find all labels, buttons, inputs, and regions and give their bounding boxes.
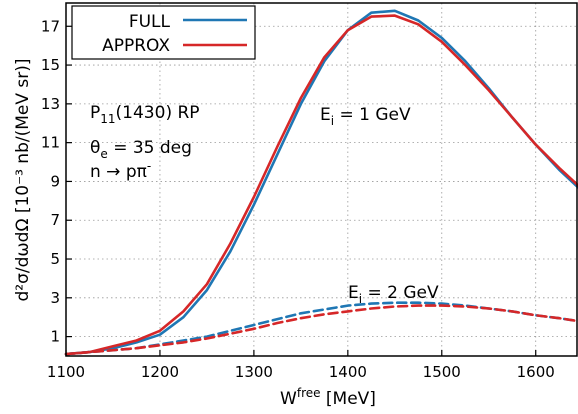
y-tick-label: 17 bbox=[41, 17, 60, 35]
y-tick-label: 15 bbox=[41, 56, 60, 74]
y-tick-label: 5 bbox=[50, 250, 60, 268]
x-tick-label: 1400 bbox=[329, 363, 367, 381]
y-tick-label: 11 bbox=[41, 134, 60, 152]
x-tick-label: 1500 bbox=[423, 363, 461, 381]
energy-1gev-label: Ei = 1 GeV bbox=[320, 105, 411, 128]
angle-label: θe = 35 deg bbox=[90, 138, 192, 161]
y-axis-title: d²σ/dωdΩ [10⁻³ nb/(MeV sr)] bbox=[13, 59, 33, 302]
y-tick-label: 13 bbox=[41, 95, 60, 113]
series-line-approx-2gev bbox=[64, 304, 578, 356]
y-tick-label: 9 bbox=[50, 172, 60, 190]
plot-frame bbox=[65, 2, 578, 357]
x-tick-label: 1200 bbox=[141, 363, 179, 381]
legend-box bbox=[71, 5, 256, 60]
x-tick-label: 1300 bbox=[235, 363, 273, 381]
series-line-approx-1gev bbox=[64, 14, 578, 356]
legend: FULL APPROX bbox=[71, 5, 256, 60]
resonance-label: P11(1430) RP bbox=[90, 103, 200, 126]
y-tick-label: 3 bbox=[50, 289, 60, 307]
x-tick-label: 1600 bbox=[517, 363, 555, 381]
x-tick-label: 1100 bbox=[47, 363, 85, 381]
y-tick-label: 1 bbox=[50, 328, 60, 346]
legend-label-full: FULL bbox=[129, 12, 171, 32]
x-axis-title: Wfree [MeV] bbox=[280, 386, 376, 409]
legend-label-approx: APPROX bbox=[102, 36, 170, 56]
reaction-label: n → pπ- bbox=[90, 159, 151, 182]
series-layer bbox=[64, 9, 578, 356]
y-tick-label: 7 bbox=[50, 211, 60, 229]
energy-2gev-label: Ei = 2 GeV bbox=[348, 283, 439, 306]
